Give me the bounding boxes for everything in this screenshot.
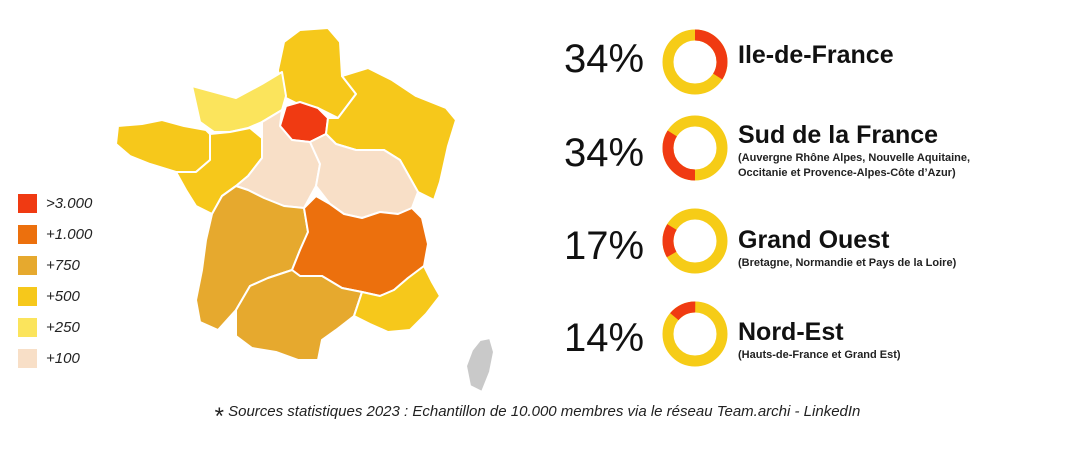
source-footnote: * Sources statistiques 2023 : Echantillo… [0,403,1075,431]
legend-label: +1.000 [46,226,93,243]
stat-region-name: Sud de la France [738,121,939,149]
donut-chart [662,29,728,95]
legend-swatch [18,349,37,368]
stat-region-subtitle: (Hauts-de-France et Grand Est) [738,349,901,361]
stat-region-name: Ile-de-France [738,41,894,69]
legend-swatch [18,287,37,306]
donut-track [662,208,728,274]
legend-swatch [18,225,37,244]
donut-chart [662,115,728,181]
stat-region-name: Nord-Est [738,318,844,346]
donut-share-slice [662,115,728,181]
legend-item: +1.000 [18,219,92,250]
map-region-paca [353,265,441,333]
stat-row-sud-de-la-france: 34% Sud de la France (Auvergne Rhône Alp… [555,110,1065,200]
legend-swatch [18,256,37,275]
legend-label: +500 [46,288,80,305]
footnote-text: Sources statistiques 2023 : Echantillon … [228,403,861,420]
map-region-bretagne [115,119,215,173]
footnote-asterisk: * [214,403,224,430]
stat-row-grand-ouest: 17% Grand Ouest (Bretagne, Normandie et … [555,200,1065,290]
legend-item: +750 [18,250,92,281]
donut-share-slice [662,29,728,95]
legend-item: +250 [18,312,92,343]
stat-row-nord-est: 14% Nord-Est (Hauts-de-France et Grand E… [555,293,1065,383]
france-regions-map [115,27,495,393]
legend-label: +750 [46,257,80,274]
stat-percent: 34% [563,131,645,175]
stat-percent: 34% [563,37,645,81]
legend-swatch [18,194,37,213]
donut-chart [662,301,728,367]
stat-region-subtitle: (Auvergne Rhône Alpes, Nouvelle Aquitain… [738,152,971,179]
stat-percent: 17% [563,224,645,268]
legend-swatch [18,318,37,337]
legend-item: +100 [18,343,92,374]
map-legend: >3.000 +1.000 +750 +500 +250 +100 [18,188,92,374]
legend-label: +250 [46,319,80,336]
donut-chart [662,208,728,274]
stat-region-subtitle: (Bretagne, Normandie et Pays de la Loire… [738,257,957,269]
stat-row-ile-de-france: 34% Ile-de-France [555,20,1065,110]
legend-label: >3.000 [46,195,93,212]
legend-item: +500 [18,281,92,312]
stat-percent: 14% [563,316,645,360]
stat-region-name: Grand Ouest [738,226,890,254]
map-region-corse [465,337,495,393]
legend-label: +100 [46,350,80,367]
legend-item: >3.000 [18,188,92,219]
donut-share-slice [662,208,728,274]
